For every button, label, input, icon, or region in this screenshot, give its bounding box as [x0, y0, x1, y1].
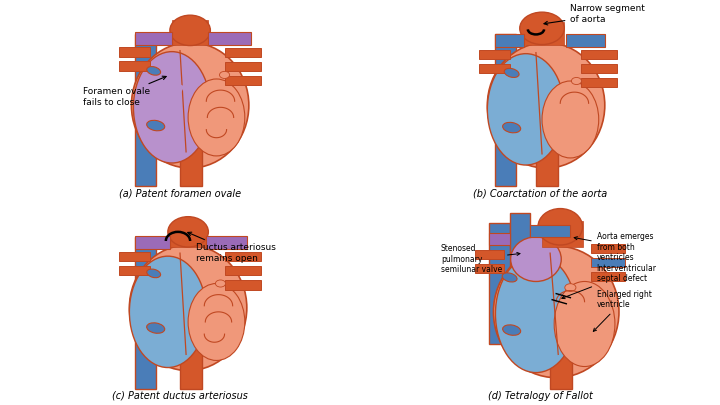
Polygon shape: [225, 280, 261, 290]
Bar: [172, 20, 208, 45]
Polygon shape: [475, 250, 503, 259]
Text: Enlarged right
ventricle: Enlarged right ventricle: [593, 290, 652, 331]
Bar: [550, 348, 572, 389]
Bar: [180, 348, 202, 389]
Text: Foramen ovale
fails to close: Foramen ovale fails to close: [83, 76, 166, 107]
Bar: [523, 22, 564, 45]
Polygon shape: [120, 47, 150, 57]
Text: (d) Tetralogy of Fallot: (d) Tetralogy of Fallot: [487, 391, 593, 401]
Bar: [490, 223, 510, 344]
Ellipse shape: [495, 255, 577, 373]
Ellipse shape: [168, 217, 208, 247]
Ellipse shape: [503, 325, 521, 335]
Text: (c) Patent ductus arteriosus: (c) Patent ductus arteriosus: [112, 391, 248, 401]
Bar: [135, 237, 156, 389]
Ellipse shape: [554, 281, 615, 367]
Polygon shape: [580, 64, 617, 73]
Polygon shape: [480, 50, 510, 59]
Polygon shape: [225, 252, 261, 261]
Polygon shape: [120, 266, 150, 275]
Bar: [542, 221, 582, 247]
Ellipse shape: [503, 122, 521, 133]
Polygon shape: [208, 32, 251, 45]
Polygon shape: [225, 76, 261, 85]
Ellipse shape: [170, 15, 210, 46]
Polygon shape: [225, 47, 261, 57]
Ellipse shape: [215, 280, 225, 287]
Polygon shape: [580, 78, 617, 87]
Polygon shape: [495, 34, 523, 47]
Ellipse shape: [487, 54, 564, 165]
Ellipse shape: [564, 284, 576, 292]
Polygon shape: [207, 236, 247, 249]
Ellipse shape: [220, 71, 230, 79]
Ellipse shape: [147, 66, 161, 75]
Ellipse shape: [510, 237, 562, 281]
Ellipse shape: [493, 246, 619, 377]
Ellipse shape: [147, 323, 165, 333]
Polygon shape: [590, 258, 625, 267]
Ellipse shape: [503, 273, 517, 282]
Polygon shape: [480, 64, 510, 73]
Ellipse shape: [188, 79, 245, 156]
Ellipse shape: [130, 245, 247, 371]
Bar: [536, 146, 558, 186]
Text: (a) Patent foramen ovale: (a) Patent foramen ovale: [119, 188, 241, 198]
Text: Stenosed
pulmonary
semilunar valve: Stenosed pulmonary semilunar valve: [441, 244, 520, 274]
Text: Interventricular
septal defect: Interventricular septal defect: [562, 264, 657, 298]
Bar: [180, 146, 202, 186]
Ellipse shape: [504, 68, 519, 77]
Ellipse shape: [147, 120, 165, 131]
Polygon shape: [590, 244, 625, 253]
Ellipse shape: [147, 269, 161, 278]
Polygon shape: [120, 61, 150, 71]
Polygon shape: [490, 233, 510, 245]
Polygon shape: [590, 273, 625, 281]
Bar: [170, 225, 207, 247]
Ellipse shape: [538, 209, 582, 245]
Polygon shape: [567, 34, 605, 47]
Polygon shape: [135, 236, 170, 249]
Text: (b) Coarctation of the aorta: (b) Coarctation of the aorta: [473, 188, 607, 198]
Polygon shape: [120, 252, 150, 261]
Polygon shape: [475, 264, 503, 273]
Polygon shape: [530, 225, 570, 237]
Ellipse shape: [188, 284, 245, 360]
Polygon shape: [135, 32, 172, 45]
Ellipse shape: [572, 77, 582, 85]
Bar: [510, 213, 530, 253]
Polygon shape: [225, 266, 261, 275]
Ellipse shape: [487, 43, 605, 168]
Text: Narrow segment
of aorta: Narrow segment of aorta: [544, 4, 645, 25]
Text: Ductus arteriosus
remains open: Ductus arteriosus remains open: [188, 232, 276, 263]
Ellipse shape: [542, 81, 599, 158]
Ellipse shape: [520, 12, 564, 45]
Ellipse shape: [130, 256, 207, 368]
Ellipse shape: [132, 43, 249, 168]
Ellipse shape: [133, 51, 210, 163]
Bar: [135, 34, 156, 186]
Polygon shape: [580, 50, 617, 59]
Text: Aorta emerges
from both
ventricles: Aorta emerges from both ventricles: [574, 232, 653, 262]
Polygon shape: [225, 62, 261, 71]
Bar: [495, 34, 516, 186]
